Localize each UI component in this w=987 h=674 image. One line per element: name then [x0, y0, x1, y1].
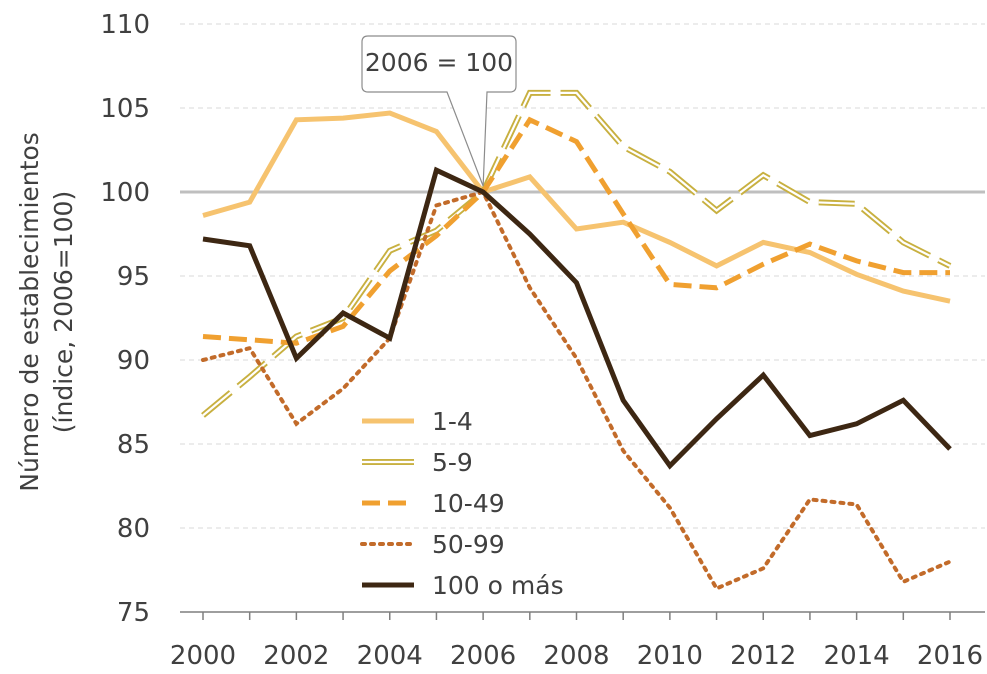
- y-axis-title: Número de establecimientos (índice, 2006=…: [15, 132, 78, 492]
- y-tick-label: 90: [117, 346, 150, 376]
- callout-label: 2006 = 100: [365, 48, 513, 77]
- y-axis-title-line1: Número de establecimientos: [15, 132, 44, 492]
- series-lines: [201, 89, 952, 592]
- series-line: [202, 110, 951, 304]
- x-tick-label: 2014: [824, 641, 890, 670]
- x-tick-label: 2000: [170, 641, 236, 670]
- y-tick-labels: 75 80 85 90 95 100 105 110: [100, 10, 150, 628]
- x-tick-label: 2016: [917, 641, 983, 670]
- x-tick-label: 2008: [543, 641, 609, 670]
- series-50-99: [201, 189, 952, 592]
- callout: 2006 = 100: [361, 35, 517, 187]
- y-tick-label: 105: [100, 94, 150, 124]
- legend-item: 10-49: [362, 489, 505, 518]
- x-tick-label: 2010: [637, 641, 703, 670]
- series-10-49: [202, 116, 950, 346]
- y-axis-title-line2: (índice, 2006=100): [49, 191, 78, 433]
- x-tick-label: 2012: [730, 641, 796, 670]
- series-line: [201, 189, 952, 592]
- y-tick-label: 95: [117, 262, 150, 292]
- y-tick-label: 75: [117, 598, 150, 628]
- series-line-inner: [202, 91, 951, 417]
- legend-label: 1-4: [432, 407, 473, 436]
- x-tick-label: 2004: [357, 641, 423, 670]
- series-line: [202, 166, 952, 470]
- series-5-9: [201, 89, 952, 418]
- series-100-o-más: [202, 166, 952, 470]
- gridlines: [180, 23, 985, 529]
- legend-label: 100 o más: [432, 571, 564, 600]
- x-axis: 2000 2002 2004 2006 2008 2010 2012 2014 2016: [170, 611, 985, 671]
- series-1-4: [202, 110, 951, 304]
- legend-label: 10-49: [432, 489, 505, 518]
- y-tick-label: 85: [117, 430, 150, 460]
- legend: 1-4 5-9 10-49 50-99 100 o más: [360, 407, 564, 600]
- legend-item: 5-9: [362, 448, 473, 477]
- y-tick-label: 80: [117, 514, 150, 544]
- x-tick-label: 2002: [263, 641, 329, 670]
- y-tick-label: 110: [100, 10, 150, 40]
- y-tick-label: 100: [100, 178, 150, 208]
- callout-box: [361, 35, 517, 187]
- series-line: [202, 116, 950, 346]
- legend-item: 1-4: [362, 407, 473, 436]
- legend-item: 50-99: [360, 530, 505, 559]
- legend-label: 50-99: [432, 530, 505, 559]
- legend-label: 5-9: [432, 448, 473, 477]
- x-tick-label: 2006: [450, 641, 516, 670]
- legend-item: 100 o más: [362, 571, 564, 600]
